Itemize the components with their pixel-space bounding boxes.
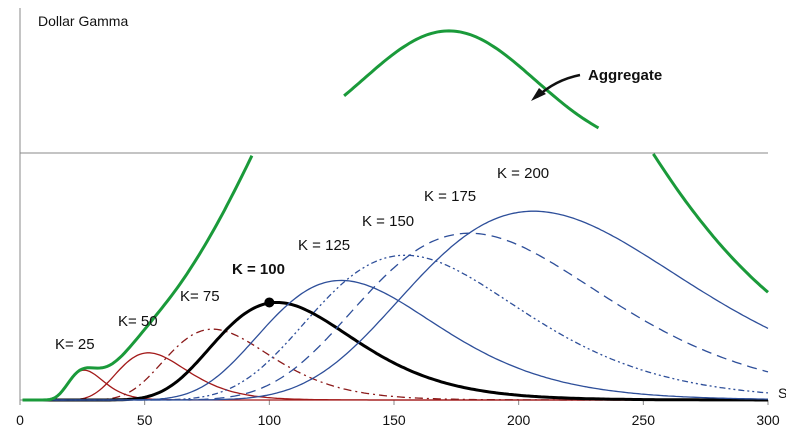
series-line-k175 (22, 232, 769, 401)
series-line-k50 (22, 352, 768, 401)
x-tick-label: 0 (16, 412, 24, 428)
series-label-k125: K = 125 (298, 237, 350, 254)
aggregate-line-lower (22, 153, 769, 402)
series-label-k200: K = 200 (497, 165, 549, 182)
y-axis-label: Dollar Gamma (38, 13, 128, 29)
x-tick-label: 150 (382, 412, 406, 428)
series-label-k100: K = 100 (232, 261, 285, 278)
x-tick-label: 200 (507, 412, 531, 428)
x-tick-label: 300 (756, 412, 780, 428)
series-label-k175: K = 175 (424, 188, 476, 205)
aggregate-layer (22, 29, 769, 402)
x-ticks: 0 50 100 150 200 250 300 (16, 400, 780, 428)
k100-peak-point (264, 297, 275, 308)
series-layer (22, 210, 769, 402)
series-label-k75: K= 75 (180, 288, 220, 305)
series-label-k50: K= 50 (118, 313, 158, 330)
aggregate-arrow-head (531, 88, 546, 101)
aggregate-line-upper (343, 29, 600, 130)
x-tick-label: 100 (258, 412, 282, 428)
aggregate-label: Aggregate (588, 67, 662, 84)
labels-layer: K= 25 K= 50 K= 75 K = 100 K = 125 K = 150 K = … (55, 67, 662, 353)
series-line-k200 (22, 210, 769, 401)
series-label-k25: K= 25 (55, 336, 95, 353)
x-axis-label: S (778, 385, 786, 401)
x-tick-label: 250 (632, 412, 656, 428)
series-line-k100 (22, 301, 768, 402)
x-tick-label: 50 (137, 412, 153, 428)
series-label-k150: K = 150 (362, 213, 414, 230)
